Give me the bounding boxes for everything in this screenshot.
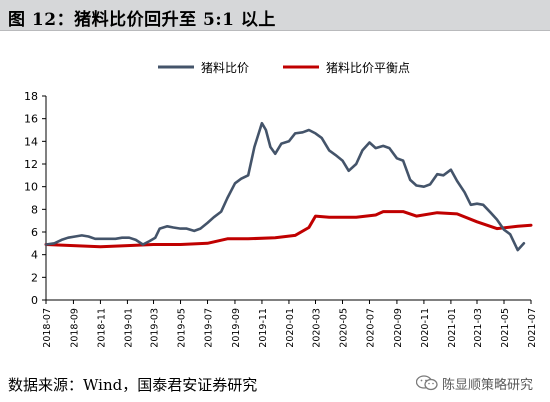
- x-tick-label: 2019-03: [150, 308, 161, 348]
- figure-title-bar: 图 12：猪料比价回升至 5:1 以上: [0, 0, 550, 31]
- x-tick-label: 2020-09: [393, 308, 404, 348]
- chart-area: 猪料比价 猪料比价平衡点 0 2 4 6 8 10 12 14 16 18 2018-07 2018-09…: [0, 34, 550, 364]
- series-line-breakeven: [44, 210, 533, 249]
- x-tick-label: 2019-11: [258, 308, 269, 348]
- y-tick-label: 14: [24, 135, 38, 148]
- x-tick-label: 2020-05: [338, 308, 349, 348]
- series-line-pig-grain-ratio: [44, 121, 526, 252]
- watermark: 陈显顺策略研究: [416, 373, 533, 393]
- x-tick-label: 2021-05: [500, 308, 511, 348]
- x-tick-label: 2019-09: [231, 308, 242, 348]
- data-source-note: 数据来源：Wind，国泰君安证券研究: [8, 376, 258, 394]
- legend-label: 猪料比价: [201, 61, 249, 75]
- x-tick-label: 2021-03: [473, 308, 484, 348]
- x-tick-label: 2019-05: [177, 308, 188, 348]
- x-tick-label: 2018-07: [42, 308, 53, 348]
- x-tick-label: 2019-01: [123, 308, 134, 348]
- x-tick-label: 2020-01: [285, 308, 296, 348]
- x-tick-label: 2020-11: [420, 308, 431, 348]
- y-tick-label: 6: [31, 226, 38, 239]
- y-tick-label: 2: [31, 271, 38, 284]
- y-tick-label: 0: [31, 294, 38, 307]
- y-tick-label: 10: [24, 181, 38, 194]
- x-tick-label: 2020-07: [365, 308, 376, 348]
- x-tick-label: 2020-03: [311, 308, 322, 348]
- x-tick-label: 2021-07: [527, 308, 538, 348]
- y-tick-label: 4: [31, 249, 38, 262]
- y-tick-label: 12: [24, 158, 38, 171]
- x-tick-label: 2018-11: [96, 308, 107, 348]
- x-tick-label: 2019-07: [204, 308, 215, 348]
- watermark-label: 陈显顺策略研究: [442, 377, 534, 393]
- figure-title: 图 12：猪料比价回升至 5:1 以上: [8, 10, 276, 30]
- x-tick-label: 2018-09: [69, 308, 80, 348]
- line-chart: 猪料比价 猪料比价平衡点 0 2 4 6 8 10 12 14 16 18 2018-07 2018-09…: [24, 61, 538, 348]
- x-tick-label: 2021-01: [447, 308, 458, 348]
- wechat-icon: [416, 375, 438, 391]
- y-tick-label: 8: [31, 203, 38, 216]
- y-tick-label: 16: [24, 113, 38, 126]
- legend-label: 猪料比价平衡点: [326, 61, 410, 75]
- y-tick-label: 18: [24, 90, 38, 103]
